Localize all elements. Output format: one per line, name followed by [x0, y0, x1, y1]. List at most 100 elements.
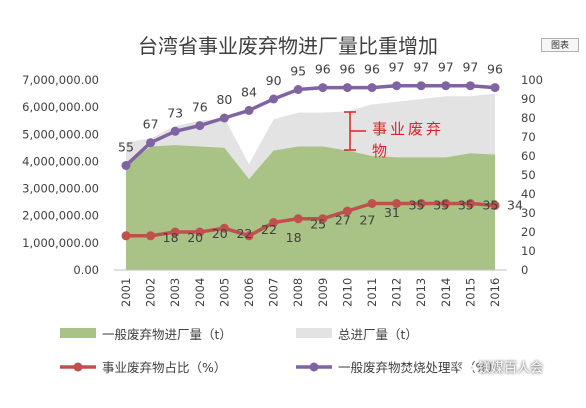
line-point-0 — [293, 214, 303, 224]
data-label: 96 — [364, 62, 380, 77]
line-point-0 — [244, 231, 254, 241]
line-point-0 — [146, 231, 156, 241]
right-axis-tick-label: 60 — [521, 149, 536, 163]
wechat-icon — [456, 359, 474, 373]
right-axis-tick-label: 70 — [521, 130, 536, 144]
line-point-1 — [293, 85, 303, 94]
data-label: 27 — [335, 213, 351, 228]
data-label: 97 — [462, 60, 478, 75]
line-point-0 — [367, 199, 377, 208]
data-label: 35 — [409, 198, 425, 213]
data-label: 84 — [241, 84, 257, 99]
line-point-1 — [490, 83, 500, 93]
data-label: 35 — [433, 198, 449, 213]
x-axis-tick-label: 2005 — [217, 278, 231, 307]
line-point-1 — [219, 113, 229, 123]
right-axis-tick-label: 100 — [521, 73, 543, 87]
right-axis-tick-label: 30 — [521, 206, 536, 220]
line-point-1 — [441, 81, 451, 91]
data-label: 96 — [487, 62, 503, 77]
right-axis-tick-label: 0 — [521, 263, 528, 277]
data-label: 96 — [339, 62, 355, 77]
data-label: 20 — [187, 230, 203, 245]
line-point-0 — [219, 223, 229, 233]
x-axis-tick-label: 2012 — [390, 278, 404, 307]
right-axis-tick-label: 10 — [521, 244, 536, 258]
x-axis-tick-label: 2016 — [488, 278, 502, 307]
line-point-0 — [121, 231, 131, 241]
line-point-1 — [195, 121, 205, 131]
data-label: 97 — [389, 60, 405, 75]
x-axis-tick-label: 2003 — [168, 278, 182, 307]
data-label: 20 — [212, 226, 228, 241]
legend-marker-2 — [73, 362, 83, 372]
legend-swatch-0 — [60, 328, 96, 338]
legend-label-2: 事业废弃物占比（%） — [102, 360, 226, 375]
data-label: 73 — [167, 105, 183, 120]
line-series-0 — [126, 201, 496, 238]
right-axis-tick-label: 20 — [521, 225, 536, 239]
data-label: 25 — [310, 217, 326, 232]
data-label: 95 — [290, 64, 306, 79]
left-axis-tick-label: 4,000,000.00 — [22, 154, 99, 168]
data-label: 90 — [266, 73, 282, 88]
left-axis-tick-label: 6,000,000.00 — [22, 100, 99, 114]
data-label: 18 — [163, 230, 179, 245]
data-label: 22 — [261, 222, 277, 237]
line-point-0 — [416, 199, 426, 208]
right-axis-tick-label: 40 — [521, 187, 536, 201]
chart-type-badge[interactable]: 图表 — [541, 38, 579, 52]
line-point-1 — [121, 161, 131, 170]
area-series-1 — [126, 145, 495, 270]
left-axis-tick-label: 2,000,000.00 — [22, 209, 99, 223]
line-point-1 — [170, 126, 180, 136]
line-point-1 — [146, 138, 156, 148]
line-point-0 — [441, 199, 451, 208]
line-point-1 — [244, 105, 254, 115]
line-point-0 — [342, 206, 352, 216]
x-axis-tick-label: 2010 — [340, 278, 354, 307]
legend-marker-3 — [309, 362, 319, 372]
right-axis-tick-label: 50 — [521, 168, 536, 182]
legend-label-3: 一般废弃物焚烧处理率（%） — [338, 360, 500, 375]
x-axis-tick-label: 2013 — [414, 278, 428, 307]
plot-area: 0.00 1,000,000.00 2,000,000.00 3,000,000.00… — [22, 60, 543, 307]
left-axis-tick-label: 5,000,000.00 — [22, 127, 99, 141]
x-axis-tick-label: 2014 — [439, 278, 453, 307]
line-point-0 — [170, 227, 180, 237]
watermark-text: 镁媒百人会 — [478, 360, 544, 376]
data-label: 22 — [236, 226, 252, 241]
x-axis-tick-label: 2008 — [291, 278, 305, 307]
line-point-0 — [465, 199, 475, 208]
x-axis-tick-label: 2002 — [144, 278, 158, 307]
line-point-1 — [367, 83, 377, 93]
line-point-1 — [269, 94, 279, 104]
line-point-0 — [318, 214, 328, 224]
line-point-0 — [392, 199, 402, 208]
right-axis-tick-label: 80 — [521, 111, 536, 125]
line-point-0 — [195, 227, 205, 237]
data-label: 18 — [286, 230, 302, 245]
line-point-1 — [392, 81, 402, 91]
left-axis-tick-label: 0.00 — [73, 263, 99, 277]
left-axis-tick-label: 1,000,000.00 — [22, 236, 99, 250]
data-label: 34 — [507, 198, 523, 213]
x-axis-tick-label: 2004 — [193, 278, 207, 307]
line-series-1 — [124, 83, 496, 167]
legend: 一般废弃物进厂量（t） 总进厂量（t） 事业废弃物占比（%） 一般废弃物焚烧处理率（%… — [60, 327, 500, 375]
chart-title: 台湾省事业废弃物进厂量比重增加 — [138, 34, 438, 58]
left-axis-tick-label: 7,000,000.00 — [22, 73, 99, 87]
right-axis-tick-label: 90 — [521, 92, 536, 106]
data-label: 55 — [118, 140, 134, 155]
annotation-text-line1: 事业废弃 — [372, 120, 444, 138]
line-point-1 — [318, 83, 328, 93]
line-point-1 — [465, 81, 475, 91]
legend-label-0: 一般废弃物进厂量（t） — [102, 327, 232, 342]
data-label: 35 — [482, 198, 498, 213]
data-label: 96 — [315, 62, 331, 77]
annotation-text-line2: 物 — [372, 142, 387, 160]
data-label: 76 — [192, 100, 208, 115]
data-label: 35 — [458, 198, 474, 213]
x-axis-tick-label: 2001 — [119, 278, 133, 307]
x-axis-tick-label: 2011 — [365, 278, 379, 307]
